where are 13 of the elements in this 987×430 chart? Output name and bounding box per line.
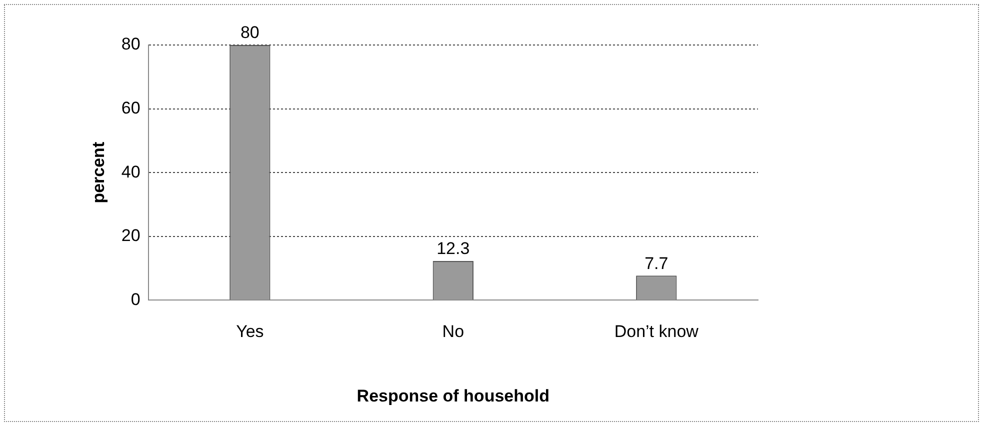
data-label: 80 [240, 23, 260, 42]
y-tick-label: 20 [121, 226, 140, 246]
data-label: 7.7 [644, 254, 668, 273]
data-label: 12.3 [436, 239, 470, 258]
x-tick-label: No [442, 322, 464, 342]
y-tick-label: 60 [121, 98, 140, 118]
y-tick-label: 40 [121, 162, 140, 182]
y-tick-label: 80 [121, 34, 140, 54]
y-axis-title: percent [88, 142, 108, 204]
x-tick-label: Yes [236, 322, 264, 342]
y-tick-label: 0 [130, 290, 140, 309]
x-tick-label: Don’t know [614, 322, 700, 342]
x-axis-title: Response of household [356, 386, 550, 406]
